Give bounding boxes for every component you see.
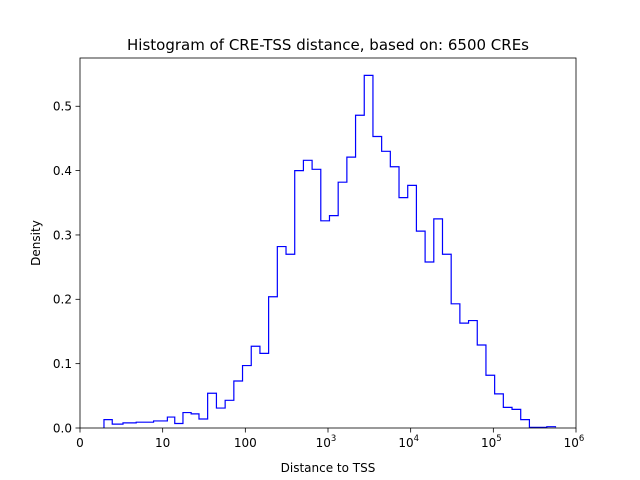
x-tick-label: 10 <box>155 436 170 450</box>
y-axis-ticks: 0.0 0.1 0.2 0.3 0.4 0.5 <box>53 100 80 435</box>
x-tick-label: 0 <box>76 436 84 450</box>
y-tick-label: 0.0 <box>53 421 72 435</box>
y-tick-label: 0.5 <box>53 100 72 114</box>
x-tick-label: 106 <box>564 434 585 450</box>
histogram-outline <box>103 74 557 428</box>
x-tick-label: 104 <box>398 434 419 450</box>
x-axis-ticks: 0 10 100 103 104 105 106 <box>76 428 584 450</box>
y-tick-label: 0.4 <box>53 164 72 178</box>
x-axis-label: Distance to TSS <box>281 461 376 475</box>
y-tick-label: 0.2 <box>53 293 72 307</box>
y-tick-label: 0.1 <box>53 357 72 371</box>
x-tick-label: 103 <box>316 434 337 450</box>
y-axis-label: Density <box>29 220 43 266</box>
y-tick-label: 0.3 <box>53 228 72 242</box>
x-tick-label: 100 <box>234 436 257 450</box>
x-tick-label: 105 <box>481 434 502 450</box>
chart-title: Histogram of CRE-TSS distance, based on:… <box>127 36 529 54</box>
